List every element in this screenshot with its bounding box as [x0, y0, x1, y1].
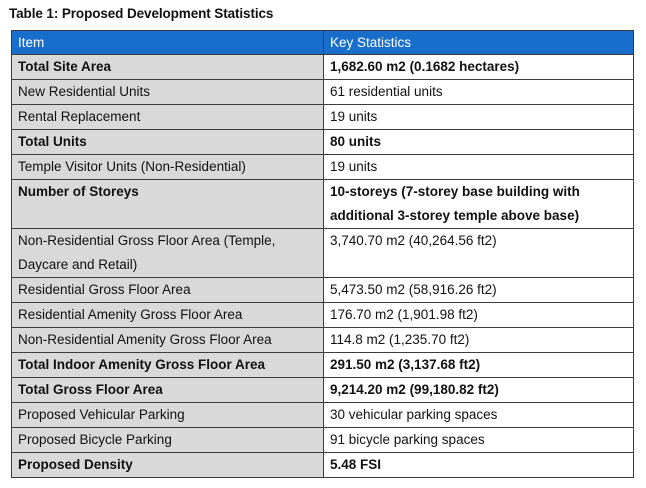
table-row: Residential Gross Floor Area 5,473.50 m2…	[11, 277, 634, 303]
row-value-cell: 291.50 m2 (3,137.68 ft2)	[323, 352, 634, 378]
row-item-cell: Residential Amenity Gross Floor Area	[11, 302, 324, 328]
row-item-cell: Non-Residential Gross Floor Area (Temple…	[11, 228, 324, 278]
row-item-cell: New Residential Units	[11, 79, 324, 105]
development-statistics-table: Item Key Statistics Total Site Area 1,68…	[11, 30, 634, 478]
header-row: Item Key Statistics	[11, 30, 634, 55]
table-row: Non-Residential Amenity Gross Floor Area…	[11, 327, 634, 353]
row-item-cell: Total Indoor Amenity Gross Floor Area	[11, 352, 324, 378]
row-value-cell: 3,740.70 m2 (40,264.56 ft2)	[323, 228, 634, 278]
row-value-cell: 91 bicycle parking spaces	[323, 427, 634, 453]
table-row: Residential Amenity Gross Floor Area 176…	[11, 302, 634, 328]
table-row: Temple Visitor Units (Non-Residential) 1…	[11, 154, 634, 180]
row-item-cell: Residential Gross Floor Area	[11, 277, 324, 303]
row-value-cell: 10-storeys (7-storey base building with …	[323, 179, 634, 229]
row-value-cell: 19 units	[323, 104, 634, 130]
row-value-cell: 61 residential units	[323, 79, 634, 105]
row-item-cell: Temple Visitor Units (Non-Residential)	[11, 154, 324, 180]
table-header: Item Key Statistics	[11, 30, 634, 55]
column-header-item: Item	[11, 30, 324, 55]
column-header-key-statistics: Key Statistics	[323, 30, 634, 55]
row-item-cell: Proposed Density	[11, 452, 324, 478]
row-value-cell: 1,682.60 m2 (0.1682 hectares)	[323, 54, 634, 80]
row-value-cell: 5,473.50 m2 (58,916.26 ft2)	[323, 277, 634, 303]
table-body: Total Site Area 1,682.60 m2 (0.1682 hect…	[11, 54, 634, 478]
row-item-cell: Non-Residential Amenity Gross Floor Area	[11, 327, 324, 353]
row-value-cell: 9,214.20 m2 (99,180.82 ft2)	[323, 377, 634, 403]
row-item-cell: Total Gross Floor Area	[11, 377, 324, 403]
table-row: Total Indoor Amenity Gross Floor Area 29…	[11, 352, 634, 378]
table-row: Proposed Vehicular Parking 30 vehicular …	[11, 402, 634, 428]
row-value-cell: 114.8 m2 (1,235.70 ft2)	[323, 327, 634, 353]
table-row: New Residential Units 61 residential uni…	[11, 79, 634, 105]
table-row: Rental Replacement 19 units	[11, 104, 634, 130]
row-item-cell: Proposed Vehicular Parking	[11, 402, 324, 428]
row-value-cell: 176.70 m2 (1,901.98 ft2)	[323, 302, 634, 328]
table-row: Total Units 80 units	[11, 129, 634, 155]
row-item-cell: Total Site Area	[11, 54, 324, 80]
row-value-cell: 5.48 FSI	[323, 452, 634, 478]
row-item-cell: Number of Storeys	[11, 179, 324, 229]
table-caption: Table 1: Proposed Development Statistics	[9, 6, 274, 21]
row-item-cell: Rental Replacement	[11, 104, 324, 130]
row-item-cell: Proposed Bicycle Parking	[11, 427, 324, 453]
table-row: Proposed Bicycle Parking 91 bicycle park…	[11, 427, 634, 453]
table-row: Total Gross Floor Area 9,214.20 m2 (99,1…	[11, 377, 634, 403]
table-row: Proposed Density 5.48 FSI	[11, 452, 634, 478]
table-row: Total Site Area 1,682.60 m2 (0.1682 hect…	[11, 54, 634, 80]
table-row: Number of Storeys 10-storeys (7-storey b…	[11, 179, 634, 229]
row-value-cell: 30 vehicular parking spaces	[323, 402, 634, 428]
row-value-cell: 80 units	[323, 129, 634, 155]
row-item-cell: Total Units	[11, 129, 324, 155]
table-row: Non-Residential Gross Floor Area (Temple…	[11, 228, 634, 278]
row-value-cell: 19 units	[323, 154, 634, 180]
